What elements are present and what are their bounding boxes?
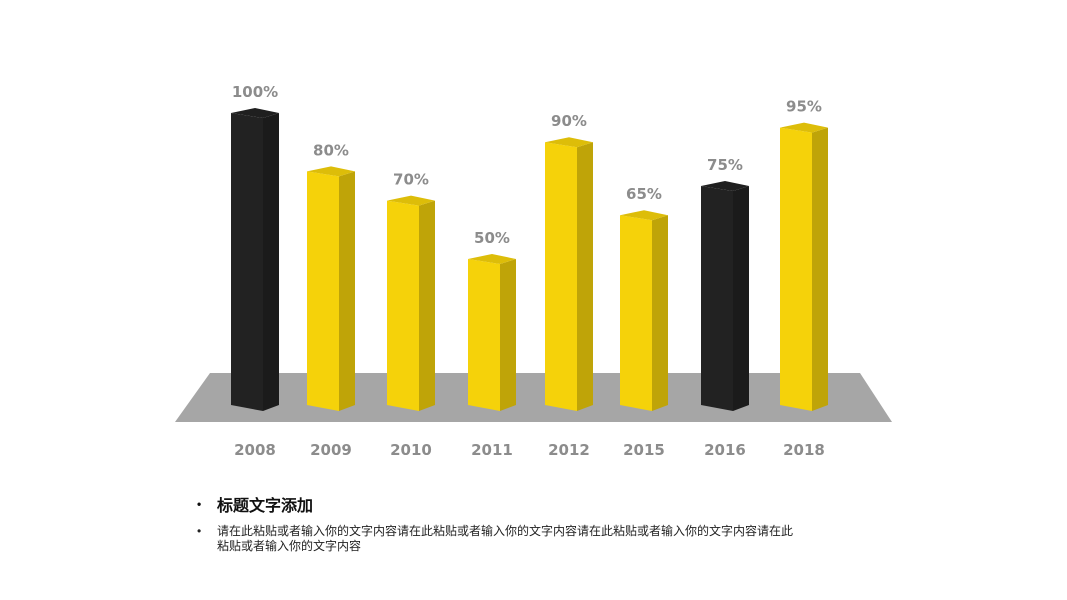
notes: • 标题文字添加 • 请在此粘贴或者输入你的文字内容请在此粘贴或者输入你的文字内容请…	[197, 492, 817, 554]
bar-side	[812, 127, 828, 411]
data-label: 70%	[393, 171, 429, 189]
bar-front	[620, 215, 652, 411]
data-label: 90%	[551, 112, 587, 130]
data-label: 80%	[313, 141, 349, 159]
notes-body-text: 请在此粘贴或者输入你的文字内容请在此粘贴或者输入你的文字内容请在此粘贴或者输入你…	[217, 524, 794, 553]
x-tick-label: 2011	[471, 441, 513, 459]
bar-front	[701, 186, 733, 411]
bar-chart: 100% 2008 80% 2009 70% 2010 50% 2011 90% 2012 65% 2…	[175, 83, 892, 459]
x-tick-label: 2009	[310, 441, 352, 459]
data-label: 75%	[707, 156, 743, 174]
bar-side	[263, 113, 279, 411]
bar-side	[419, 200, 435, 411]
bar-front	[468, 259, 500, 411]
bar-side	[733, 186, 749, 411]
bar-side	[500, 259, 516, 411]
x-tick-label: 2016	[704, 441, 746, 459]
bar-front	[231, 113, 263, 411]
bar-front	[387, 200, 419, 411]
notes-title: • 标题文字添加	[197, 492, 817, 516]
bar-top	[545, 137, 593, 148]
bar-side	[339, 171, 355, 411]
bar-front	[307, 171, 339, 411]
bar-top	[780, 122, 828, 133]
x-tick-label: 2015	[623, 441, 665, 459]
data-label: 100%	[232, 83, 278, 101]
notes-body: • 请在此粘贴或者输入你的文字内容请在此粘贴或者输入你的文字内容请在此粘贴或者输入…	[197, 524, 817, 554]
bar-side	[577, 142, 593, 411]
bar-top	[387, 195, 435, 206]
x-tick-label: 2018	[783, 441, 825, 459]
bar-front	[545, 142, 577, 411]
bullet-icon: •	[197, 497, 202, 511]
data-label: 65%	[626, 185, 662, 203]
bar-top	[307, 166, 355, 177]
bar-front	[780, 127, 812, 411]
bar-side	[652, 215, 668, 411]
x-tick-label: 2010	[390, 441, 432, 459]
data-label: 50%	[474, 229, 510, 247]
notes-title-text: 标题文字添加	[217, 498, 314, 515]
bullet-icon: •	[197, 524, 202, 538]
bar-top	[701, 181, 749, 191]
x-tick-label: 2008	[234, 441, 276, 459]
bar-top	[231, 108, 279, 118]
bar-top	[468, 254, 516, 264]
bar-top	[620, 210, 668, 221]
data-label: 95%	[786, 98, 822, 116]
x-tick-label: 2012	[548, 441, 590, 459]
